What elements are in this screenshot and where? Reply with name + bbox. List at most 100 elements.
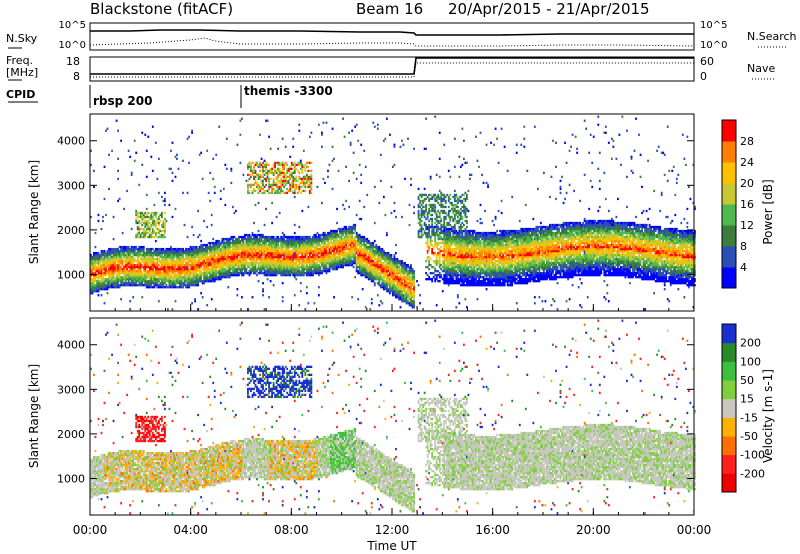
power-cell (145, 247, 148, 251)
power-cell (236, 143, 239, 146)
power-cell (212, 249, 215, 253)
power-cell (185, 274, 187, 277)
power-cell (393, 209, 396, 213)
power-cell (337, 233, 340, 237)
power-cell (191, 302, 193, 305)
power-cell (114, 280, 116, 283)
power-cell (123, 282, 126, 285)
power-cell (351, 296, 354, 299)
power-cell (157, 227, 160, 231)
power-cell (129, 253, 132, 257)
power-cell (170, 255, 172, 259)
power-cell (186, 265, 189, 269)
power-cell (408, 223, 411, 227)
power-cell (197, 247, 200, 251)
power-cell (170, 282, 172, 285)
power-cell (94, 231, 97, 235)
power-cell (109, 251, 112, 255)
power-cell (121, 253, 124, 257)
power-cell (96, 261, 98, 265)
power-cell (163, 267, 166, 271)
power-cell (198, 280, 201, 283)
power-cell (204, 274, 207, 277)
power-cell (167, 280, 169, 283)
power-cell (260, 173, 263, 177)
power-cell (310, 191, 313, 195)
power-cell (304, 185, 307, 189)
power-cell (109, 253, 112, 257)
power-cell (120, 278, 123, 281)
power-cell (225, 137, 228, 140)
power-cell (151, 223, 154, 227)
power-cell (97, 253, 100, 257)
power-cell (138, 211, 141, 215)
power-cell (157, 247, 160, 251)
power-cell (330, 251, 332, 255)
power-cell (135, 259, 138, 263)
power-cell (194, 265, 196, 269)
power-cell (420, 195, 423, 199)
power-cell (138, 235, 141, 239)
power-cell (189, 274, 192, 277)
power-cell (100, 255, 103, 259)
power-cell (132, 249, 135, 253)
power-cell (275, 215, 278, 219)
power-cell (163, 274, 166, 277)
power-cell (189, 263, 192, 267)
power-cell (111, 255, 113, 259)
power-cell (210, 257, 213, 261)
power-cell (379, 259, 382, 263)
power-cell (222, 239, 225, 243)
power-cell (103, 165, 106, 169)
power-cell (236, 269, 239, 273)
power-cell (151, 276, 154, 279)
power-cell (154, 284, 157, 287)
power-cell (139, 267, 142, 271)
power-cell (139, 213, 142, 217)
power-cell (209, 269, 212, 273)
power-cell (160, 272, 163, 275)
power-cell (233, 211, 236, 215)
power-cell (171, 284, 174, 287)
power-cell (132, 253, 135, 257)
power-cell (197, 259, 200, 263)
power-cell (188, 272, 190, 275)
power-cell (120, 253, 123, 257)
power-cell (112, 255, 115, 259)
power-cell (97, 272, 100, 275)
power-cell (201, 251, 204, 255)
power-cell (97, 269, 100, 273)
power-cell (97, 288, 100, 291)
power-cell (376, 294, 379, 297)
power-cell (417, 187, 420, 191)
power-cell (209, 247, 212, 251)
power-cell (160, 257, 163, 261)
power-cell (124, 278, 127, 281)
power-cell (254, 171, 257, 175)
power-cell (363, 241, 366, 245)
power-cell (423, 221, 426, 225)
power-cell (239, 133, 242, 136)
power-cell (224, 267, 227, 271)
power-cell (177, 259, 180, 263)
power-cell (188, 263, 190, 267)
power-cell (253, 187, 255, 191)
power-cell (135, 213, 138, 217)
power-cell (259, 177, 261, 181)
power-cell (99, 263, 101, 267)
freq-label-1: Freq. (6, 54, 33, 67)
power-cell (123, 269, 126, 273)
power-cell (138, 249, 141, 253)
power-cell (109, 272, 112, 275)
power-cell (186, 259, 189, 263)
power-cell (245, 269, 248, 273)
power-cell (111, 267, 113, 271)
power-cell (160, 233, 163, 237)
power-cell (160, 280, 163, 283)
power-cell (157, 229, 160, 233)
power-cell (174, 280, 177, 283)
power-cell (144, 225, 147, 229)
power-cell (118, 274, 121, 277)
power-cell (157, 276, 160, 279)
power-cell (206, 304, 209, 307)
